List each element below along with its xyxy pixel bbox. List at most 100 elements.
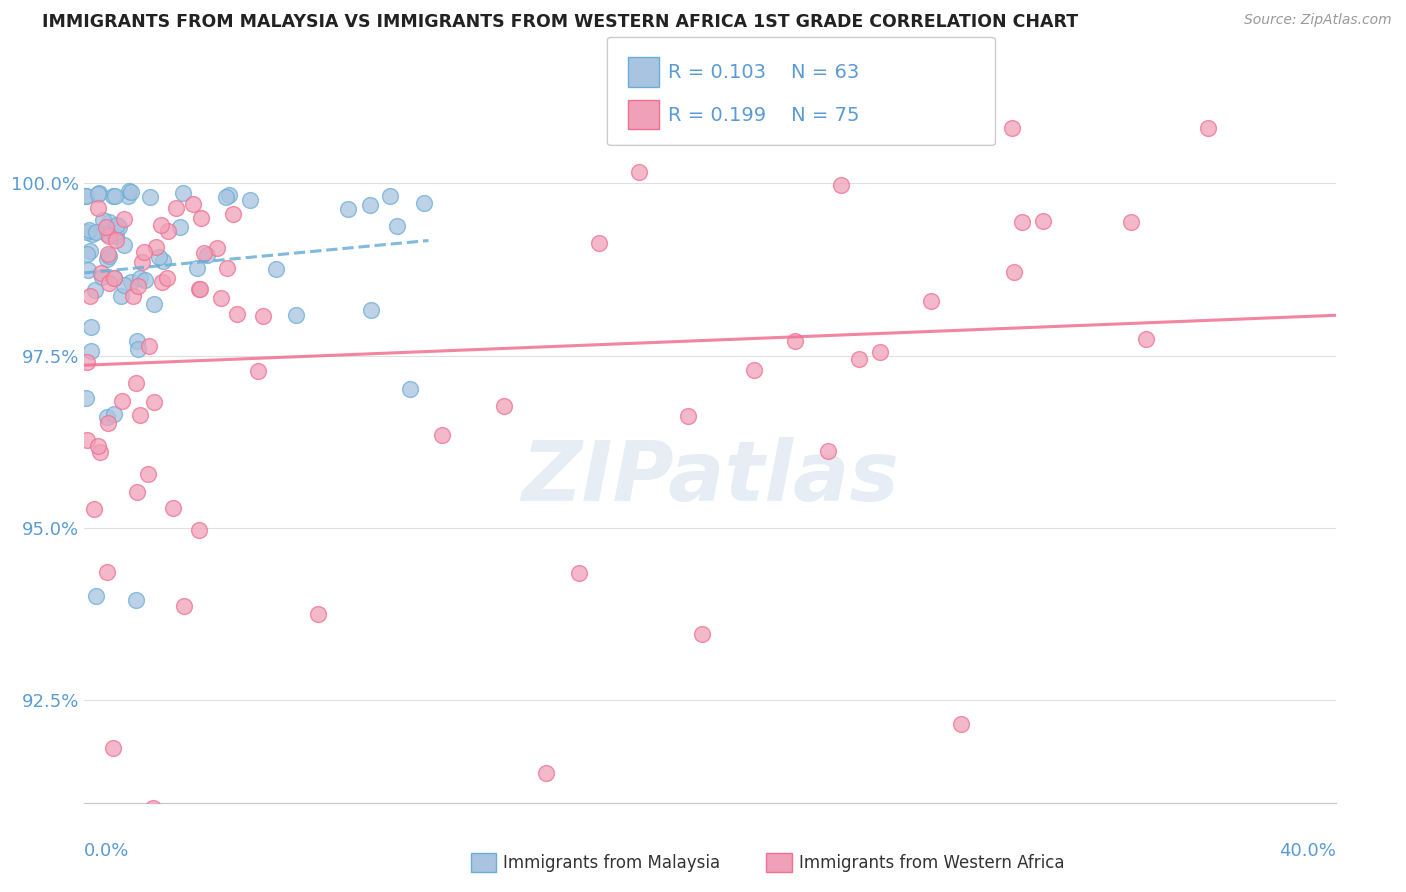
Point bbox=[195, 248, 218, 262]
Point bbox=[91, 270, 114, 285]
Point bbox=[101, 188, 124, 202]
Point bbox=[150, 275, 173, 289]
Point bbox=[110, 289, 132, 303]
Point bbox=[143, 297, 166, 311]
Point bbox=[1002, 265, 1025, 279]
Point bbox=[79, 244, 101, 259]
Point bbox=[77, 223, 100, 237]
Point bbox=[103, 741, 125, 756]
Point bbox=[950, 717, 973, 731]
Point bbox=[830, 178, 852, 192]
Point bbox=[205, 241, 228, 255]
Point bbox=[380, 189, 402, 203]
Point bbox=[110, 394, 132, 409]
Point bbox=[152, 253, 174, 268]
Point bbox=[75, 189, 97, 203]
Point bbox=[136, 467, 159, 481]
Point bbox=[336, 202, 359, 217]
Point bbox=[359, 197, 381, 211]
Point bbox=[132, 245, 155, 260]
Text: R = 0.199    N = 75: R = 0.199 N = 75 bbox=[668, 105, 859, 125]
Point bbox=[742, 362, 765, 376]
Point bbox=[173, 599, 195, 613]
Point bbox=[138, 339, 160, 353]
Point bbox=[76, 434, 98, 448]
Point bbox=[97, 247, 120, 261]
Point bbox=[360, 303, 382, 318]
Point bbox=[181, 197, 204, 211]
Point bbox=[86, 589, 108, 603]
Point bbox=[108, 219, 131, 234]
Point bbox=[104, 189, 127, 203]
Point bbox=[588, 235, 610, 250]
Point bbox=[86, 439, 108, 453]
Text: 0.0%: 0.0% bbox=[84, 842, 129, 860]
Point bbox=[118, 184, 141, 198]
Point bbox=[1032, 213, 1054, 227]
Point bbox=[222, 207, 245, 221]
Point bbox=[125, 334, 148, 348]
Point bbox=[217, 260, 239, 275]
Point bbox=[215, 190, 238, 204]
Point bbox=[157, 223, 180, 237]
Point bbox=[91, 212, 114, 227]
Point bbox=[82, 227, 104, 241]
Point bbox=[97, 276, 120, 290]
Point bbox=[134, 273, 156, 287]
Point bbox=[97, 215, 120, 229]
Point bbox=[568, 566, 591, 581]
Point bbox=[186, 261, 208, 276]
Point bbox=[128, 271, 150, 285]
Point bbox=[75, 391, 97, 405]
Point bbox=[89, 444, 111, 458]
Point bbox=[1011, 214, 1033, 228]
Point bbox=[97, 416, 120, 430]
Point bbox=[1197, 120, 1219, 135]
Point bbox=[385, 219, 408, 233]
Point bbox=[172, 186, 194, 201]
Point bbox=[80, 343, 103, 358]
Point bbox=[247, 363, 270, 377]
Point bbox=[239, 193, 262, 207]
Point bbox=[75, 189, 97, 203]
Point bbox=[188, 282, 211, 296]
Point bbox=[112, 238, 135, 252]
Point bbox=[920, 293, 942, 308]
Point bbox=[117, 189, 139, 203]
Text: ZIPatlas: ZIPatlas bbox=[522, 437, 898, 518]
Point bbox=[783, 334, 806, 348]
Point bbox=[218, 187, 240, 202]
Point bbox=[80, 320, 103, 334]
Point bbox=[848, 351, 870, 366]
Point bbox=[148, 250, 170, 264]
Point bbox=[150, 218, 173, 232]
Point bbox=[252, 309, 274, 323]
Point bbox=[264, 261, 287, 276]
Point bbox=[142, 800, 165, 814]
Point bbox=[156, 271, 179, 285]
Point bbox=[285, 308, 308, 322]
Point bbox=[162, 500, 184, 515]
Point bbox=[87, 187, 110, 202]
Point bbox=[96, 409, 118, 424]
Point bbox=[138, 190, 160, 204]
Point bbox=[105, 219, 128, 233]
Text: 40.0%: 40.0% bbox=[1279, 842, 1336, 860]
Point bbox=[131, 254, 153, 268]
Point bbox=[87, 186, 110, 200]
Point bbox=[432, 428, 454, 442]
Point bbox=[169, 219, 191, 234]
Point bbox=[127, 484, 149, 499]
Point bbox=[225, 307, 247, 321]
Point bbox=[90, 266, 112, 280]
Point bbox=[96, 252, 118, 266]
Point bbox=[79, 289, 101, 303]
Point bbox=[96, 565, 118, 579]
Point bbox=[84, 284, 107, 298]
Point bbox=[1135, 332, 1157, 346]
Point bbox=[142, 395, 165, 409]
Point bbox=[103, 271, 125, 285]
Point bbox=[869, 345, 891, 359]
Point bbox=[120, 276, 142, 290]
Text: Immigrants from Western Africa: Immigrants from Western Africa bbox=[799, 854, 1064, 871]
